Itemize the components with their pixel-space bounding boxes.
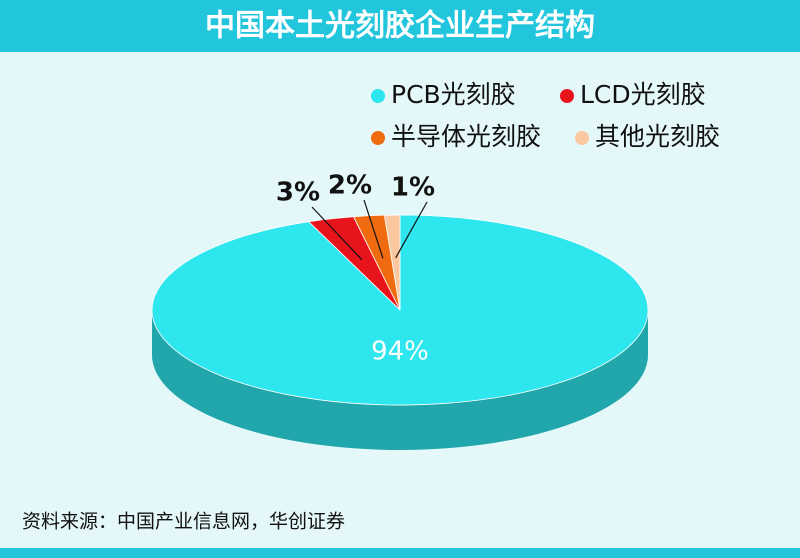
source-note: 资料来源：中国产业信息网，华创证券	[22, 511, 345, 533]
legend-label: LCD光刻胶	[580, 80, 706, 109]
data-label: 1%	[391, 173, 435, 203]
data-label: 94%	[371, 337, 429, 367]
pie-side	[152, 310, 648, 450]
legend-label: PCB光刻胶	[391, 80, 516, 109]
legend-marker	[575, 131, 589, 145]
leader-line	[363, 199, 384, 259]
legend-label: 其他光刻胶	[595, 122, 720, 151]
chart-title: 中国本土光刻胶企业生产结构	[205, 9, 595, 44]
data-label: 2%	[328, 171, 372, 201]
leader-line	[395, 201, 428, 259]
leader-line	[311, 206, 363, 261]
legend-marker	[371, 131, 385, 145]
title-banner	[0, 0, 800, 52]
data-label: 3%	[276, 178, 320, 208]
legend-marker	[560, 89, 574, 103]
bottom-bar	[0, 548, 800, 558]
pie-slice	[383, 214, 401, 311]
legend-marker	[371, 89, 385, 103]
legend-label: 半导体光刻胶	[391, 122, 541, 151]
